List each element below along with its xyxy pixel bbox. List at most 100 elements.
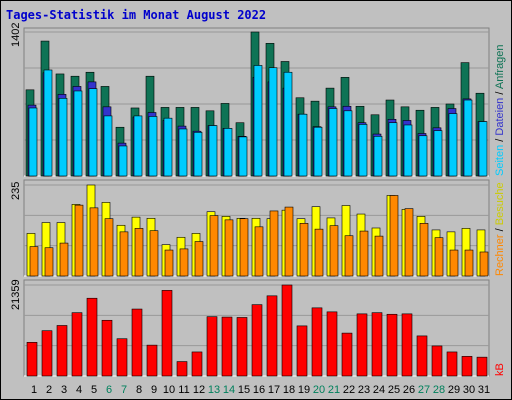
day-label: 12 bbox=[193, 384, 205, 396]
bar-rechner-day-19 bbox=[299, 223, 309, 277]
day-label: 21 bbox=[328, 384, 340, 396]
bar-rechner-day-1 bbox=[29, 246, 39, 277]
bar-rechner-day-6 bbox=[104, 218, 114, 277]
bar-seiten-day-15 bbox=[238, 136, 248, 177]
bar-seiten-day-21 bbox=[328, 108, 338, 177]
bar-seiten-day-28 bbox=[433, 130, 443, 177]
bar-seiten-day-24 bbox=[373, 136, 383, 177]
day-label: 28 bbox=[433, 384, 445, 396]
bar-kb-day-2 bbox=[41, 330, 53, 377]
day-label: 1 bbox=[31, 384, 37, 396]
bar-kb-day-10 bbox=[161, 290, 173, 377]
bar-kb-day-11 bbox=[176, 361, 188, 377]
day-label: 11 bbox=[178, 384, 189, 396]
day-label: 26 bbox=[403, 384, 415, 396]
bar-seiten-day-26 bbox=[403, 124, 413, 177]
bar-seiten-day-22 bbox=[343, 110, 353, 177]
bar-seiten-day-25 bbox=[388, 122, 398, 177]
bar-seiten-day-23 bbox=[358, 124, 368, 177]
bar-rechner-day-18 bbox=[284, 206, 294, 277]
chart-title: Tages-Statistik im Monat August 2022 bbox=[6, 8, 266, 22]
day-label: 9 bbox=[151, 384, 157, 396]
bar-seiten-day-30 bbox=[463, 99, 473, 177]
day-label: 14 bbox=[223, 384, 235, 396]
bar-seiten-day-17 bbox=[268, 67, 278, 177]
bar-rechner-day-29 bbox=[449, 249, 459, 277]
day-label: 20 bbox=[313, 384, 325, 396]
bar-kb-day-19 bbox=[296, 325, 308, 377]
bar-kb-day-18 bbox=[281, 284, 293, 377]
bar-rechner-day-4 bbox=[74, 204, 84, 277]
bar-seiten-day-1 bbox=[28, 107, 38, 177]
bar-rechner-day-20 bbox=[314, 228, 324, 277]
day-label: 2 bbox=[46, 384, 52, 396]
day-label: 15 bbox=[238, 384, 250, 396]
bar-rechner-day-7 bbox=[119, 231, 129, 277]
legend-seiten: Seiten bbox=[494, 145, 506, 176]
bar-rechner-day-12 bbox=[194, 241, 204, 277]
bar-rechner-day-22 bbox=[344, 235, 354, 277]
day-label: 13 bbox=[208, 384, 220, 396]
legend-kb: kB bbox=[494, 363, 506, 376]
day-label: 19 bbox=[298, 384, 310, 396]
bar-seiten-day-8 bbox=[133, 115, 143, 177]
bar-seiten-day-7 bbox=[118, 145, 128, 177]
bar-kb-day-16 bbox=[251, 304, 263, 377]
bar-rechner-day-23 bbox=[359, 230, 369, 277]
bar-seiten-day-11 bbox=[178, 128, 188, 177]
bar-rechner-day-30 bbox=[464, 249, 474, 277]
bar-kb-day-12 bbox=[191, 351, 203, 377]
day-label: 4 bbox=[76, 384, 82, 396]
bar-seiten-day-13 bbox=[208, 125, 218, 177]
bar-kb-day-14 bbox=[221, 316, 233, 377]
legend-anfragen: Anfragen bbox=[494, 44, 506, 89]
bar-rechner-day-27 bbox=[419, 223, 429, 277]
legend-separator: / bbox=[494, 227, 506, 231]
bar-seiten-day-2 bbox=[43, 69, 53, 177]
bar-seiten-day-6 bbox=[103, 115, 113, 177]
day-label: 22 bbox=[343, 384, 355, 396]
bar-kb-day-3 bbox=[56, 325, 68, 377]
bar-kb-day-9 bbox=[146, 344, 158, 377]
x-axis-day-labels: 1 2 3 4 5 6 7 8 9 10 11 12 13 14 15 16 17 18 19 20 21 22 23 24 2… bbox=[31, 384, 490, 396]
day-label: 10 bbox=[163, 384, 175, 396]
bottom-panel-max-label: 21359 bbox=[10, 279, 22, 310]
bar-seiten-day-31 bbox=[478, 121, 488, 177]
bar-seiten-day-29 bbox=[448, 113, 458, 177]
day-label: 29 bbox=[448, 384, 460, 396]
legend-dateien: Dateien bbox=[494, 98, 506, 136]
bar-rechner-day-13 bbox=[209, 215, 219, 277]
bar-rechner-day-25 bbox=[389, 195, 399, 277]
bar-kb-day-22 bbox=[341, 332, 353, 377]
bar-rechner-day-2 bbox=[44, 247, 54, 277]
bar-kb-day-8 bbox=[131, 308, 143, 377]
bar-rechner-day-26 bbox=[404, 208, 414, 277]
bar-rechner-day-16 bbox=[254, 226, 264, 277]
day-label: 8 bbox=[136, 384, 142, 396]
day-label: 17 bbox=[268, 384, 280, 396]
bar-seiten-day-20 bbox=[313, 126, 323, 177]
bar-kb-day-24 bbox=[371, 312, 383, 377]
bar-kb-day-29 bbox=[446, 351, 458, 377]
bar-rechner-day-15 bbox=[239, 218, 249, 277]
bar-seiten-day-9 bbox=[148, 116, 158, 177]
bar-rechner-day-3 bbox=[59, 242, 69, 277]
bar-kb-day-27 bbox=[416, 335, 428, 377]
day-label: 27 bbox=[418, 384, 430, 396]
bar-seiten-day-16 bbox=[253, 65, 263, 177]
bar-rechner-day-24 bbox=[374, 235, 384, 277]
bar-rechner-day-8 bbox=[134, 228, 144, 277]
day-label: 30 bbox=[463, 384, 475, 396]
bar-kb-day-17 bbox=[266, 295, 278, 377]
bar-seiten-day-5 bbox=[88, 88, 98, 177]
bar-kb-day-4 bbox=[71, 312, 83, 377]
legend-besuche: Besuche bbox=[494, 182, 506, 225]
day-label: 6 bbox=[106, 384, 112, 396]
bar-kb-day-31 bbox=[476, 356, 488, 377]
bar-rechner-day-10 bbox=[164, 249, 174, 277]
bar-seiten-day-27 bbox=[418, 135, 428, 177]
bar-kb-day-30 bbox=[461, 356, 473, 377]
bar-kb-day-26 bbox=[401, 313, 413, 377]
bar-kb-day-21 bbox=[326, 311, 338, 377]
top-panel-legend: Seiten / Dateien / Anfragen bbox=[494, 44, 506, 176]
